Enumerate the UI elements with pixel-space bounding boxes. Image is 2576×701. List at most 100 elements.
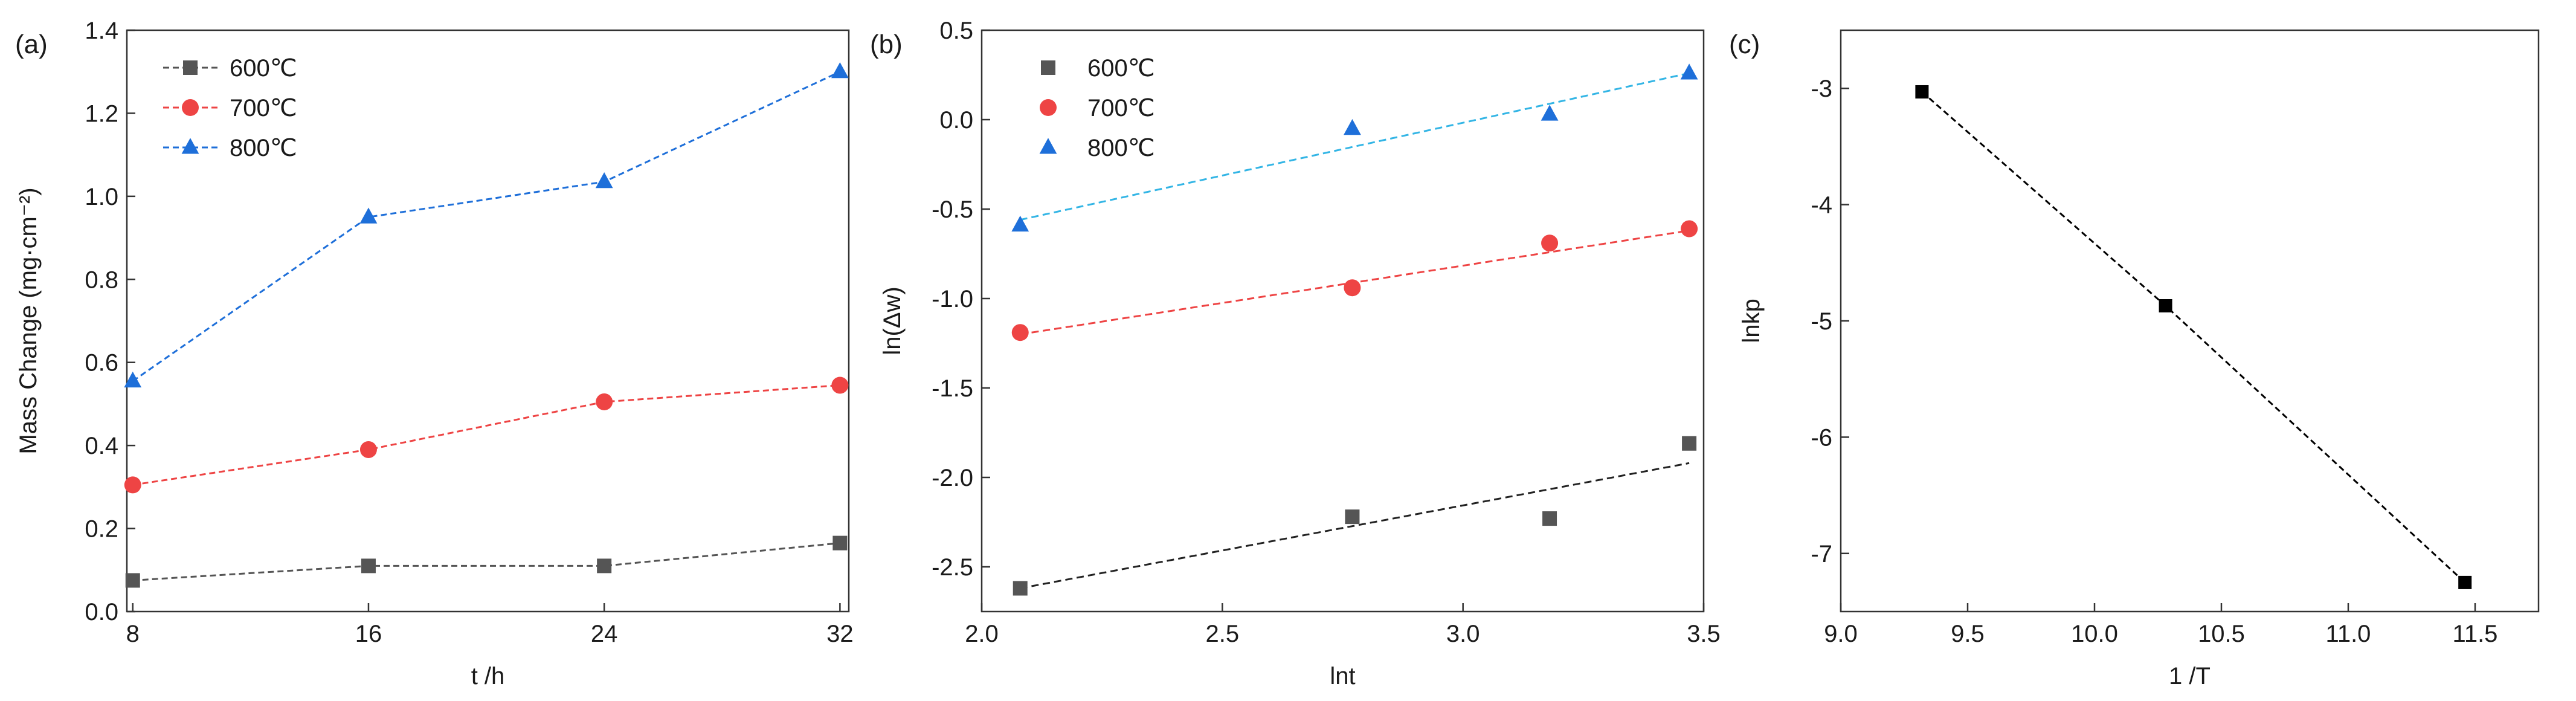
x-tick-label: 2.0 (965, 621, 999, 647)
data-point (1541, 234, 1559, 252)
chart-panel-2: (b) 2.0 2.5 3.0 3.5 -2.5 -2.0 -1.5 -1.0 -0.5 0.0 0.… (870, 18, 1721, 690)
legend-marker (1041, 60, 1055, 75)
y-tick-label: 0.8 (85, 267, 118, 293)
series-2 (124, 376, 849, 494)
series-line (132, 71, 841, 382)
legend-label: 800℃ (230, 135, 297, 161)
y-tick-label: 0.0 (939, 107, 973, 134)
y-tick-label: -6 (1811, 424, 1832, 451)
series-3 (124, 62, 849, 388)
data-point (1682, 436, 1697, 451)
y-tick-label: -7 (1811, 541, 1832, 567)
x-tick-label: 9.0 (1824, 621, 1858, 647)
data-point (124, 371, 142, 388)
series-line (132, 384, 840, 486)
series-3 (1011, 63, 1698, 232)
data-point (124, 476, 141, 494)
x-axis-label: lnt (1330, 663, 1355, 690)
y-tick-label: 0.5 (939, 18, 973, 44)
legend-marker (183, 60, 198, 75)
chart-panel-1: (a) 8 16 24 32 0.0 0.2 0.4 0.6 0.8 1.0 1.2 1.4 t /h Ma… (15, 18, 854, 690)
x-tick-label: 11.0 (2326, 621, 2371, 647)
x-tick-label: 11.5 (2453, 621, 2498, 647)
data-point (361, 558, 376, 573)
series-1 (1915, 85, 2472, 589)
y-tick-label: 1.4 (85, 18, 118, 44)
legend-marker (182, 99, 199, 116)
data-point (1542, 511, 1557, 526)
x-tick-label: 10.5 (2198, 621, 2245, 647)
x-tick-label: 2.5 (1206, 621, 1240, 647)
fit-line (1020, 462, 1690, 589)
legend: 600℃ 700℃ 800℃ (163, 55, 297, 161)
data-point (831, 376, 849, 394)
x-axis-label: 1 /T (2169, 663, 2211, 690)
plot-frame (126, 29, 850, 613)
data-point (1541, 105, 1559, 121)
plot-frame (1840, 29, 2540, 613)
y-tick-label: -0.5 (932, 196, 973, 223)
y-tick-label: -4 (1811, 192, 1832, 219)
data-point (125, 573, 140, 588)
y-tick-label: -1.5 (932, 375, 973, 402)
data-point (1011, 324, 1029, 341)
legend-label: 600℃ (1087, 55, 1155, 82)
x-tick-label: 9.5 (1951, 621, 1985, 647)
data-point (1680, 63, 1698, 80)
data-point (1344, 119, 1361, 135)
series-2 (1011, 220, 1698, 341)
data-point (2159, 299, 2172, 312)
data-point (1011, 215, 1029, 232)
x-tick-label: 24 (591, 621, 618, 647)
data-point (1013, 581, 1028, 596)
data-point (1344, 279, 1361, 297)
series-line (132, 542, 840, 581)
x-tick-label: 16 (355, 621, 382, 647)
y-tick-label: 0.4 (85, 433, 118, 459)
data-point (1915, 85, 1929, 99)
plot-frame (980, 29, 1705, 613)
legend-marker (1039, 138, 1057, 154)
legend-label: 700℃ (1087, 95, 1155, 121)
x-tick-label: 3.5 (1687, 621, 1721, 647)
data-point (832, 535, 848, 551)
y-tick-label: 0.2 (85, 516, 118, 543)
legend-label: 700℃ (230, 95, 297, 121)
y-tick-label: 0.6 (85, 350, 118, 376)
x-tick-label: 8 (126, 621, 140, 647)
y-tick-label: -1.0 (932, 286, 973, 312)
data-point (359, 441, 377, 459)
legend-marker (181, 138, 199, 154)
y-tick-label: -2.0 (932, 465, 973, 491)
data-point (595, 172, 613, 189)
panel-label: (b) (870, 30, 903, 59)
y-tick-label: -3 (1811, 76, 1832, 102)
y-axis-label: ln(Δw) (879, 286, 906, 355)
y-tick-label: 1.2 (85, 100, 118, 127)
data-point (1345, 509, 1360, 525)
series-line (1921, 91, 2466, 584)
x-tick-label: 3.0 (1446, 621, 1480, 647)
y-tick-label: -5 (1811, 308, 1832, 335)
x-tick-label: 32 (826, 621, 854, 647)
data-point (359, 207, 378, 224)
chart-panel-3: (c) 9.0 9.5 10.0 10.5 11.0 11.5 -7 -6 -5 -4 -3 1 /T l… (1729, 29, 2540, 690)
data-point (2458, 575, 2472, 589)
y-tick-label: -2.5 (932, 554, 973, 581)
y-axis-label: lnkp (1738, 299, 1765, 343)
legend-label: 800℃ (1087, 135, 1155, 161)
data-point (596, 393, 613, 410)
panel-label: (a) (15, 30, 48, 59)
data-point (1681, 220, 1698, 237)
series-1 (125, 535, 848, 588)
y-tick-label: 0.0 (85, 599, 118, 625)
x-tick-label: 10.0 (2071, 621, 2118, 647)
series-1 (1013, 436, 1697, 596)
data-point (597, 558, 612, 573)
data-point (831, 62, 849, 79)
legend: 600℃ 700℃ 800℃ (1039, 55, 1155, 161)
legend-marker (1040, 99, 1057, 116)
legend-label: 600℃ (230, 55, 297, 82)
x-axis-label: t /h (471, 663, 505, 690)
